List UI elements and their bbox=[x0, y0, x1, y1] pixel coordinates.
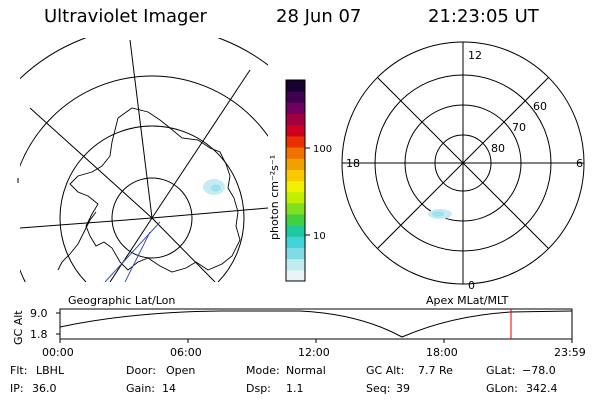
colorbar-segment bbox=[286, 269, 305, 282]
glon-value: 342.4 bbox=[526, 382, 558, 395]
gc-alt-value: 7.7 Re bbox=[418, 364, 453, 377]
mlat-label-60: 60 bbox=[533, 100, 547, 113]
colorbar-segment bbox=[286, 236, 305, 248]
colorbar-segment bbox=[286, 124, 305, 137]
mlt-label-6: 6 bbox=[576, 157, 583, 170]
magnetic-map-label: Apex MLat/MLT bbox=[426, 294, 509, 307]
lat-circle-outer bbox=[20, 75, 268, 282]
ip-label: IP: bbox=[10, 382, 24, 395]
colorbar-segment bbox=[286, 91, 305, 103]
filter-label: Flt: bbox=[10, 364, 28, 377]
glat-value: −78.0 bbox=[522, 364, 556, 377]
colorbar bbox=[286, 80, 305, 282]
mode-value: Normal bbox=[286, 364, 326, 377]
colorbar-label-10: 10 bbox=[313, 231, 326, 242]
colorbar-segment bbox=[286, 158, 305, 170]
mlt-label-12: 12 bbox=[468, 49, 482, 62]
door-value: Open bbox=[166, 364, 196, 377]
door-label: Door: bbox=[126, 364, 156, 377]
glon-label: GLon: bbox=[486, 382, 518, 395]
colorbar-segment bbox=[286, 169, 305, 181]
colorbar-segment bbox=[286, 225, 305, 237]
ip-value: 36.0 bbox=[32, 382, 57, 395]
seq-value: 39 bbox=[396, 382, 410, 395]
lat-circle-mid bbox=[59, 125, 245, 282]
gc-alt-label: GC Alt: bbox=[366, 364, 405, 377]
altitude-curve bbox=[59, 310, 573, 338]
instrument-title: Ultraviolet Imager bbox=[44, 6, 207, 27]
aurora-core-right bbox=[432, 211, 444, 217]
x-tick-label-0600: 06:00 bbox=[170, 346, 202, 359]
colorbar-segment bbox=[286, 102, 305, 114]
magnetic-polar-plot bbox=[341, 41, 585, 285]
y-tick-label-9: 9.0 bbox=[30, 307, 48, 320]
geographic-map-label: Geographic Lat/Lon bbox=[68, 294, 176, 307]
altitude-axis-label: GC Alt bbox=[12, 310, 25, 345]
x-tick-label-2359: 23:59 bbox=[554, 346, 586, 359]
colorbar-label-100: 100 bbox=[313, 144, 332, 155]
gain-value: 14 bbox=[162, 382, 176, 395]
filter-value: LBHL bbox=[36, 364, 65, 377]
meridian-7 bbox=[109, 217, 153, 282]
colorbar-segment bbox=[286, 214, 305, 226]
colorbar-segment bbox=[286, 202, 305, 215]
polar-outer-ring bbox=[341, 41, 585, 285]
meridian-1 bbox=[129, 39, 153, 219]
colorbar-segment bbox=[286, 258, 305, 271]
meridian-4 bbox=[20, 217, 153, 229]
meridian-6 bbox=[151, 217, 216, 282]
mlt-label-18: 18 bbox=[346, 157, 360, 170]
colorbar-segment bbox=[286, 191, 305, 204]
x-tick-label-1200: 12:00 bbox=[298, 346, 330, 359]
mode-label: Mode: bbox=[246, 364, 280, 377]
meridian-5 bbox=[29, 107, 153, 219]
dsp-value: 1.1 bbox=[286, 382, 304, 395]
mlat-label-80: 80 bbox=[491, 142, 505, 155]
colorbar-segment bbox=[286, 80, 305, 92]
seq-label: Seq: bbox=[366, 382, 391, 395]
colorbar-segment bbox=[286, 113, 305, 126]
mlat-label-70: 70 bbox=[512, 121, 526, 134]
mlt-line-diag-2 bbox=[376, 76, 550, 250]
colorbar-frame bbox=[285, 79, 306, 282]
geographic-map bbox=[20, 38, 268, 282]
meridian-2 bbox=[151, 69, 251, 219]
colorbar-segment bbox=[286, 180, 305, 193]
antarctica-coastline bbox=[69, 107, 241, 273]
dsp-label: Dsp: bbox=[246, 382, 271, 395]
glat-label: GLat: bbox=[486, 364, 516, 377]
meridian-3 bbox=[151, 207, 268, 219]
satellite-track-2 bbox=[124, 231, 151, 282]
colorbar-unit-label: photon cm⁻²s⁻¹ bbox=[268, 155, 281, 240]
colorbar-segment bbox=[286, 147, 305, 159]
colorbar-segment bbox=[286, 247, 305, 260]
aurora-core-left bbox=[211, 184, 221, 192]
time-label: 21:23:05 UT bbox=[428, 6, 539, 27]
satellite-track-1 bbox=[104, 221, 161, 282]
altitude-plot bbox=[56, 308, 573, 343]
y-tick-label-1.8: 1.8 bbox=[30, 328, 48, 341]
date-label: 28 Jun 07 bbox=[276, 6, 362, 27]
x-tick-label-0000: 00:00 bbox=[42, 346, 74, 359]
x-tick-label-1800: 18:00 bbox=[426, 346, 458, 359]
lat-circle-inner bbox=[111, 177, 193, 259]
peninsula-coastline bbox=[57, 211, 97, 271]
colorbar-segment bbox=[286, 135, 305, 148]
gain-label: Gain: bbox=[126, 382, 155, 395]
mlt-label-0: 0 bbox=[468, 279, 475, 292]
